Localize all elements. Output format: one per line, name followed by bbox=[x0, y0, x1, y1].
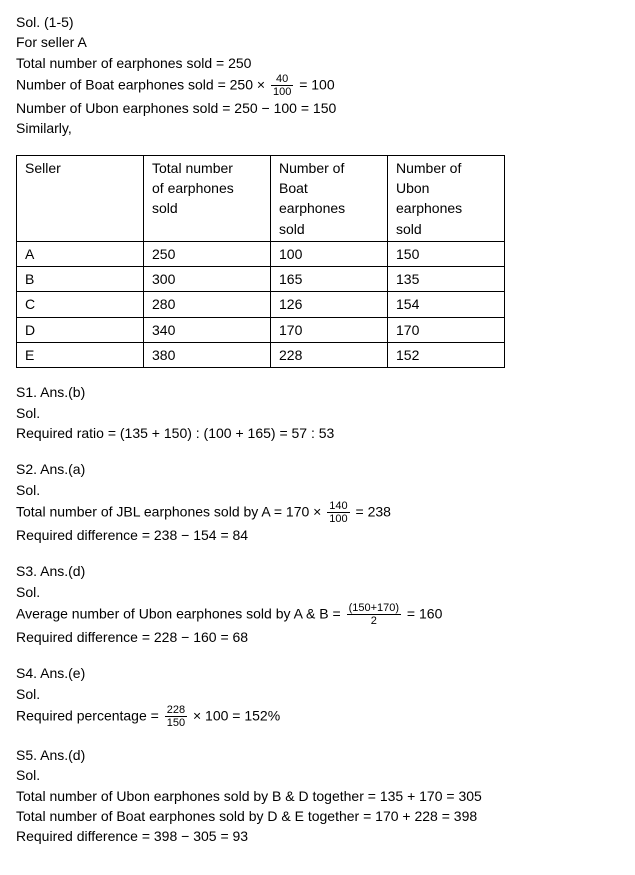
s2-sol: Sol. bbox=[16, 480, 619, 500]
intro-line-5: Number of Ubon earphones sold = 250 − 10… bbox=[16, 98, 619, 118]
th-total-2: of earphones bbox=[152, 180, 234, 196]
table-cell: 300 bbox=[144, 267, 271, 292]
s4-ans: S4. Ans.(e) bbox=[16, 663, 619, 683]
table-row: E380228152 bbox=[17, 343, 505, 368]
th-ubon-4: sold bbox=[396, 221, 422, 237]
frac-den: 100 bbox=[327, 513, 349, 525]
th-boat-2: Boat bbox=[279, 180, 308, 196]
intro-line-2: For seller A bbox=[16, 32, 619, 52]
s5-line3: Required difference = 398 − 305 = 93 bbox=[16, 826, 619, 846]
s2-ans: S2. Ans.(a) bbox=[16, 459, 619, 479]
s2-line2: Required difference = 238 − 154 = 84 bbox=[16, 525, 619, 545]
th-ubon: Number of Ubon earphones sold bbox=[388, 155, 505, 241]
s5-sol: Sol. bbox=[16, 765, 619, 785]
s3-post: = 160 bbox=[403, 605, 442, 621]
intro-block: Sol. (1-5) For seller A Total number of … bbox=[16, 12, 619, 139]
table-row: A250100150 bbox=[17, 241, 505, 266]
table-body: A250100150B300165135C280126154D340170170… bbox=[17, 241, 505, 367]
th-total-3: sold bbox=[152, 200, 178, 216]
intro-line-4-pre: Number of Boat earphones sold = 250 × bbox=[16, 76, 269, 92]
th-boat-4: sold bbox=[279, 221, 305, 237]
th-ubon-2: Ubon bbox=[396, 180, 429, 196]
th-seller-text: Seller bbox=[25, 160, 61, 176]
fraction-228-150: 228150 bbox=[163, 704, 189, 729]
table-cell: B bbox=[17, 267, 144, 292]
frac-num: 140 bbox=[327, 500, 349, 513]
table-row: D340170170 bbox=[17, 317, 505, 342]
table-header-row: Seller Total number of earphones sold Nu… bbox=[17, 155, 505, 241]
s5-line2: Total number of Boat earphones sold by D… bbox=[16, 806, 619, 826]
frac-num: 40 bbox=[271, 73, 293, 86]
frac-num: 228 bbox=[165, 704, 187, 717]
table-cell: D bbox=[17, 317, 144, 342]
table-cell: 170 bbox=[388, 317, 505, 342]
table-cell: 250 bbox=[144, 241, 271, 266]
s5-line1: Total number of Ubon earphones sold by B… bbox=[16, 786, 619, 806]
table-cell: A bbox=[17, 241, 144, 266]
table-cell: 126 bbox=[271, 292, 388, 317]
intro-line-4-post: = 100 bbox=[295, 76, 334, 92]
th-boat-3: earphones bbox=[279, 200, 345, 216]
fraction-150-170-2: (150+170)2 bbox=[345, 602, 403, 627]
table-cell: 380 bbox=[144, 343, 271, 368]
s1-line: Required ratio = (135 + 150) : (100 + 16… bbox=[16, 423, 619, 443]
s3-line2: Required difference = 228 − 160 = 68 bbox=[16, 627, 619, 647]
s4-block: S4. Ans.(e) Sol. Required percentage = 2… bbox=[16, 663, 619, 729]
th-seller: Seller bbox=[17, 155, 144, 241]
table-cell: 150 bbox=[388, 241, 505, 266]
table-cell: 152 bbox=[388, 343, 505, 368]
frac-den: 150 bbox=[165, 717, 187, 729]
table-cell: 340 bbox=[144, 317, 271, 342]
table-cell: 280 bbox=[144, 292, 271, 317]
s2-post: = 238 bbox=[352, 503, 391, 519]
th-boat: Number of Boat earphones sold bbox=[271, 155, 388, 241]
th-total-1: Total number bbox=[152, 160, 233, 176]
s5-block: S5. Ans.(d) Sol. Total number of Ubon ea… bbox=[16, 745, 619, 846]
intro-line-4: Number of Boat earphones sold = 250 × 40… bbox=[16, 73, 619, 98]
th-ubon-3: earphones bbox=[396, 200, 462, 216]
table-cell: 100 bbox=[271, 241, 388, 266]
s3-line1: Average number of Ubon earphones sold by… bbox=[16, 602, 619, 627]
table-row: C280126154 bbox=[17, 292, 505, 317]
table-cell: 165 bbox=[271, 267, 388, 292]
s1-block: S1. Ans.(b) Sol. Required ratio = (135 +… bbox=[16, 382, 619, 443]
th-total: Total number of earphones sold bbox=[144, 155, 271, 241]
s3-block: S3. Ans.(d) Sol. Average number of Ubon … bbox=[16, 561, 619, 647]
frac-den: 2 bbox=[347, 615, 401, 627]
table-cell: E bbox=[17, 343, 144, 368]
table-cell: 228 bbox=[271, 343, 388, 368]
th-ubon-1: Number of bbox=[396, 160, 461, 176]
s4-post: × 100 = 152% bbox=[189, 707, 280, 723]
s2-block: S2. Ans.(a) Sol. Total number of JBL ear… bbox=[16, 459, 619, 545]
s4-pre: Required percentage = bbox=[16, 707, 163, 723]
s3-sol: Sol. bbox=[16, 582, 619, 602]
s3-ans: S3. Ans.(d) bbox=[16, 561, 619, 581]
s4-sol: Sol. bbox=[16, 684, 619, 704]
table-cell: 135 bbox=[388, 267, 505, 292]
s2-line1: Total number of JBL earphones sold by A … bbox=[16, 500, 619, 525]
s2-pre: Total number of JBL earphones sold by A … bbox=[16, 503, 325, 519]
table-cell: 154 bbox=[388, 292, 505, 317]
s1-sol: Sol. bbox=[16, 403, 619, 423]
intro-line-1: Sol. (1-5) bbox=[16, 12, 619, 32]
table-row: B300165135 bbox=[17, 267, 505, 292]
table-cell: C bbox=[17, 292, 144, 317]
s3-pre: Average number of Ubon earphones sold by… bbox=[16, 605, 345, 621]
frac-num: (150+170) bbox=[347, 602, 401, 615]
fraction-140-100: 140100 bbox=[325, 500, 351, 525]
intro-line-6: Similarly, bbox=[16, 118, 619, 138]
intro-line-3: Total number of earphones sold = 250 bbox=[16, 53, 619, 73]
s5-ans: S5. Ans.(d) bbox=[16, 745, 619, 765]
th-boat-1: Number of bbox=[279, 160, 344, 176]
s4-line1: Required percentage = 228150 × 100 = 152… bbox=[16, 704, 619, 729]
earphones-table: Seller Total number of earphones sold Nu… bbox=[16, 155, 505, 369]
fraction-40-100: 40100 bbox=[269, 73, 295, 98]
table-cell: 170 bbox=[271, 317, 388, 342]
s1-ans: S1. Ans.(b) bbox=[16, 382, 619, 402]
frac-den: 100 bbox=[271, 86, 293, 98]
